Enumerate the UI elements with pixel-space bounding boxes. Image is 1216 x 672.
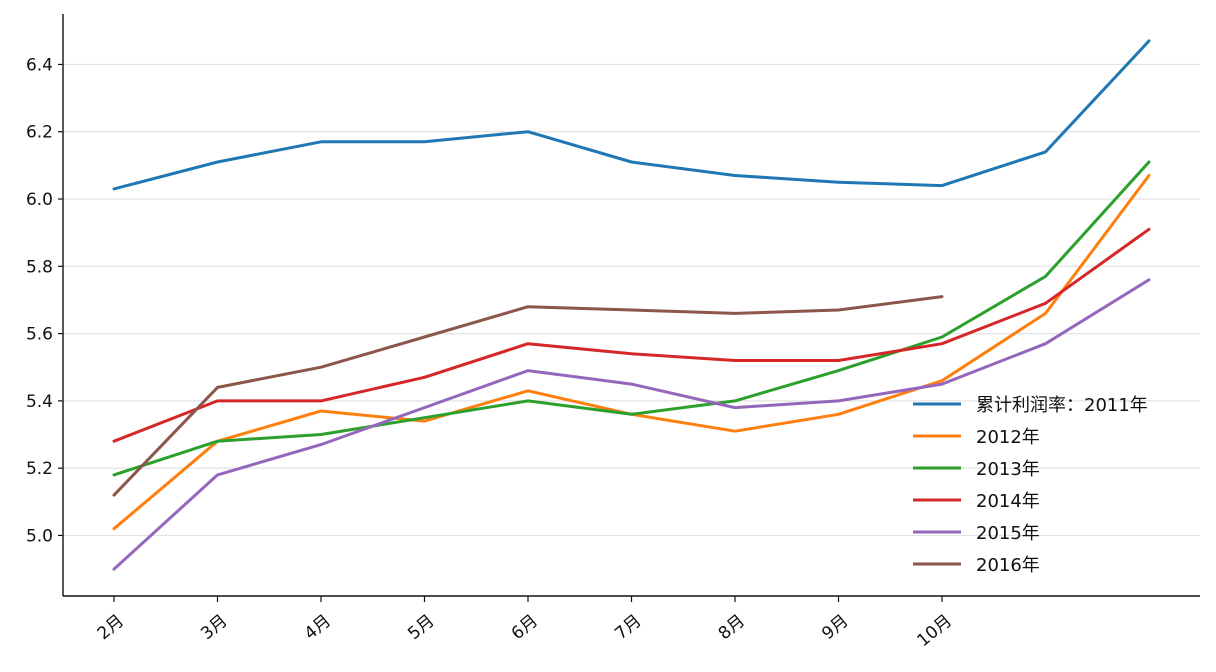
legend-label: 2014年 xyxy=(976,491,1040,512)
x-tick-label: 5月 xyxy=(404,611,438,644)
y-tick-label: 5.0 xyxy=(26,526,53,546)
legend-label: 2015年 xyxy=(976,523,1040,544)
legend-label: 2016年 xyxy=(976,555,1040,576)
x-tick-label: 8月 xyxy=(715,611,749,644)
x-tick-label: 3月 xyxy=(197,611,231,644)
y-tick-label: 5.8 xyxy=(26,257,53,277)
legend-label: 2012年 xyxy=(976,427,1040,448)
series-line-0 xyxy=(112,39,1151,191)
x-tick-label: 7月 xyxy=(611,611,645,644)
y-tick-label: 5.2 xyxy=(26,459,53,479)
legend-label: 累计利润率：2011年 xyxy=(976,395,1148,416)
series-line-3 xyxy=(112,227,1151,443)
y-tick-label: 6.4 xyxy=(26,55,53,75)
legend-label: 2013年 xyxy=(976,459,1040,480)
x-tick-label: 6月 xyxy=(508,611,542,644)
y-tick-label: 6.2 xyxy=(26,123,53,143)
series-layer xyxy=(112,39,1151,571)
legend: 累计利润率：2011年 2012年 2013年 2014年 2015年 2016年 xyxy=(913,395,1148,576)
y-tick-label: 6.0 xyxy=(26,190,53,210)
series-line-4 xyxy=(112,278,1151,571)
series-line-5 xyxy=(112,295,944,497)
x-tick-label: 10月 xyxy=(913,611,955,651)
x-tick-label: 4月 xyxy=(301,611,335,644)
series-line-2 xyxy=(112,160,1151,477)
y-tick-label: 5.6 xyxy=(26,325,53,345)
x-tick-label: 2月 xyxy=(94,611,128,644)
x-tick-label: 9月 xyxy=(818,611,852,644)
y-tick-label: 5.4 xyxy=(26,392,53,412)
